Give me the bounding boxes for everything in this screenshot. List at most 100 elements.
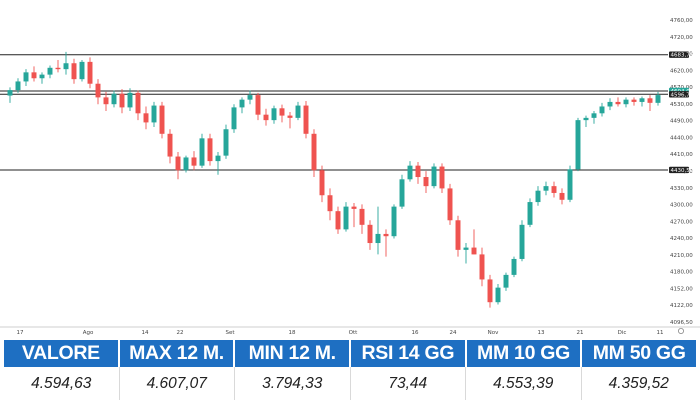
stats-header-min: MIN 12 M. [235, 340, 350, 367]
x-tick-label: Ago [83, 330, 94, 336]
stats-header-max: MAX 12 M. [119, 340, 234, 367]
candle-body [519, 224, 525, 259]
candle-body [175, 156, 181, 171]
stats-table: VALORE MAX 12 M. MIN 12 M. RSI 14 GG MM … [4, 340, 697, 400]
candle-body [503, 274, 509, 288]
candle-body [615, 101, 621, 105]
level-tag [669, 91, 689, 98]
candle-body [151, 105, 157, 123]
candle-body [279, 108, 285, 116]
candle-body [199, 138, 205, 166]
y-tick-label: 4410,00 [670, 152, 693, 158]
candle-body [423, 177, 429, 187]
candle-body [631, 99, 637, 102]
candle-body [431, 166, 437, 187]
x-tick-label: 11 [657, 330, 664, 336]
level-tag [669, 51, 689, 58]
y-tick-label: 4300,00 [670, 203, 693, 209]
x-tick-label: 21 [577, 330, 584, 336]
candle-body [351, 206, 357, 209]
y-tick-label: 4720,00 [670, 35, 693, 41]
candle-body [479, 254, 485, 280]
candle-body [407, 165, 413, 180]
candle-body [559, 192, 565, 200]
y-tick-label: 4240,00 [670, 236, 693, 242]
candle-body [543, 186, 549, 191]
candle-body [239, 99, 245, 108]
candle-body [303, 105, 309, 134]
price-chart: 4760,004720,004670,004620,004570,004530,… [0, 18, 700, 336]
candle-body [375, 233, 381, 244]
stats-value-rsi: 73,44 [351, 367, 466, 400]
candle-body [471, 247, 477, 255]
y-tick-label: 4490,00 [670, 119, 693, 125]
candle-body [535, 190, 541, 203]
candle-body [263, 114, 269, 121]
candle-body [47, 67, 53, 75]
y-tick-label: 4122,00 [670, 303, 693, 309]
candle-body [167, 133, 173, 157]
candle-body [567, 169, 573, 200]
candle-body [319, 170, 325, 196]
x-tick-label: Set [225, 330, 235, 336]
candle-body [439, 166, 445, 189]
candle-body [87, 61, 93, 84]
stats-value-row: 4.594,63 4.607,07 3.794,33 73,44 4.553,3… [4, 367, 696, 400]
candle-body [223, 129, 229, 156]
candle-body [455, 220, 461, 250]
candle-body [623, 99, 629, 105]
candle-body [415, 165, 421, 178]
y-tick-label: 4180,00 [670, 270, 693, 276]
x-tick-label: 16 [412, 330, 419, 336]
candle-body [655, 95, 661, 103]
x-tick-label: 24 [450, 330, 457, 336]
candle-body [463, 247, 469, 250]
x-tick-label: Ott [349, 330, 358, 336]
y-tick-label: 4096,50 [670, 320, 693, 326]
candle-body [583, 117, 589, 121]
candle-body [447, 188, 453, 221]
candle-body [399, 179, 405, 207]
candle-body [575, 120, 581, 170]
candle-body [23, 72, 29, 82]
y-tick-label: 4330,00 [670, 186, 693, 192]
y-tick-label: 4270,00 [670, 219, 693, 225]
level-tag-label: 4596,75 [671, 92, 694, 98]
candle-body [39, 74, 45, 79]
candle-body [551, 186, 557, 193]
candle-body [343, 206, 349, 230]
candle-body [335, 211, 341, 230]
candle-body [295, 105, 301, 118]
y-tick-label: 4210,00 [670, 253, 693, 259]
y-tick-label: 4152,00 [670, 286, 693, 292]
stats-value-mm10: 4.553,39 [466, 367, 582, 400]
stats-header-mm50: MM 50 GG [582, 340, 697, 367]
stats-value-min: 3.794,33 [235, 367, 351, 400]
candle-body [119, 93, 125, 108]
candle-body [607, 101, 613, 107]
level-tag-label: 4430,50 [671, 168, 694, 174]
candle-body [63, 63, 69, 70]
candle-body [383, 233, 389, 237]
candle-body [103, 97, 109, 105]
candle-body [271, 108, 277, 121]
x-tick-label: Nov [488, 330, 499, 336]
y-tick-label: 4760,00 [670, 18, 693, 24]
x-tick-label: 17 [17, 330, 24, 336]
stats-header-row: VALORE MAX 12 M. MIN 12 M. RSI 14 GG MM … [4, 340, 697, 367]
stats-header-mm10: MM 10 GG [466, 340, 581, 367]
candle-body [183, 157, 189, 171]
candle-body [487, 279, 493, 303]
candle-body [495, 287, 501, 303]
candle-body [247, 95, 253, 100]
candle-body [79, 61, 85, 80]
level-tag-label: 4683,75 [671, 53, 694, 59]
candle-body [55, 67, 61, 70]
candle-body [391, 206, 397, 237]
level-tag [669, 166, 689, 174]
candle-body [71, 63, 77, 80]
candle-body [639, 98, 645, 102]
y-tick-label: 4530,00 [670, 102, 693, 108]
x-tick-label: 22 [177, 330, 184, 336]
candle-body [15, 81, 21, 91]
